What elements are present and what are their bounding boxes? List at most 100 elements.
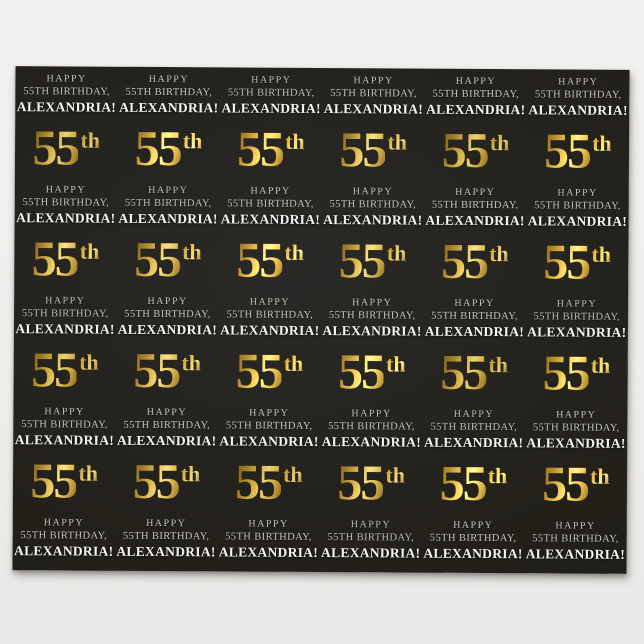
greeting-line-birthday: 55TH BIRTHDAY, bbox=[320, 420, 422, 434]
greeting-line-happy: HAPPY bbox=[116, 295, 218, 309]
age-number-gold-foil: 55th bbox=[117, 120, 220, 179]
recipient-name: ALEXANDRIA! bbox=[320, 545, 422, 562]
greeting-line-birthday: 55TH BIRTHDAY, bbox=[423, 310, 525, 324]
age-number-gold-foil: 55th bbox=[217, 564, 320, 574]
greeting-line-happy: HAPPY bbox=[217, 517, 319, 531]
age-number-gold-foil: 55th bbox=[319, 565, 422, 574]
age-digits: 55 bbox=[235, 453, 281, 509]
greeting-line-birthday: 55TH BIRTHDAY, bbox=[217, 530, 319, 544]
age-digits: 55 bbox=[337, 454, 383, 510]
age-ordinal: th bbox=[489, 241, 509, 266]
greeting-line-birthday: 55TH BIRTHDAY, bbox=[117, 197, 219, 211]
age-ordinal: th bbox=[490, 130, 510, 155]
recipient-name: ALEXANDRIA! bbox=[524, 546, 626, 563]
pattern-tile: HAPPY 55TH BIRTHDAY, ALEXANDRIA! 55th bbox=[527, 69, 630, 181]
greeting-line-happy: HAPPY bbox=[13, 516, 115, 530]
age-ordinal: th bbox=[285, 129, 305, 154]
pattern-tile: HAPPY 55TH BIRTHDAY, ALEXANDRIA! 55th bbox=[116, 289, 219, 401]
age-ordinal: th bbox=[387, 240, 407, 265]
age-digits: 55 bbox=[544, 122, 590, 178]
age-ordinal: th bbox=[387, 129, 407, 154]
age-digits: 55 bbox=[338, 343, 384, 399]
pattern-tile: HAPPY 55TH BIRTHDAY, ALEXANDRIA! 55th bbox=[524, 402, 627, 514]
age-digits: 55 bbox=[135, 120, 181, 176]
recipient-name: ALEXANDRIA! bbox=[423, 324, 525, 341]
greeting-line-happy: HAPPY bbox=[524, 519, 626, 533]
pattern-tile: HAPPY 55TH BIRTHDAY, ALEXANDRIA! 55th bbox=[526, 180, 629, 292]
age-number-gold-foil: 55th bbox=[117, 231, 220, 290]
age-digits: 55 bbox=[442, 122, 488, 178]
pattern-tile: HAPPY 55TH BIRTHDAY, ALEXANDRIA! 55th bbox=[424, 69, 527, 181]
pattern-tile: HAPPY 55TH BIRTHDAY, ALEXANDRIA! 55th bbox=[423, 291, 526, 403]
age-ordinal: th bbox=[591, 242, 611, 267]
age-number-gold-foil: 55th bbox=[13, 452, 116, 511]
age-ordinal: th bbox=[386, 351, 406, 376]
age-ordinal: th bbox=[591, 353, 611, 378]
recipient-name: ALEXANDRIA! bbox=[219, 211, 321, 228]
recipient-name: ALEXANDRIA! bbox=[14, 321, 116, 338]
recipient-name: ALEXANDRIA! bbox=[423, 435, 525, 452]
recipient-name: ALEXANDRIA! bbox=[422, 546, 524, 563]
recipient-name: ALEXANDRIA! bbox=[13, 432, 115, 449]
greeting-line-birthday: 55TH BIRTHDAY, bbox=[219, 197, 321, 211]
age-digits: 55 bbox=[32, 230, 78, 286]
age-ordinal: th bbox=[79, 350, 99, 375]
recipient-name: ALEXANDRIA! bbox=[526, 213, 628, 230]
pattern-tile: HAPPY 55TH BIRTHDAY, ALEXANDRIA! 55th bbox=[220, 67, 323, 179]
greeting-line-happy: HAPPY bbox=[525, 408, 627, 422]
greeting-line-birthday: 55TH BIRTHDAY, bbox=[15, 85, 117, 99]
age-ordinal: th bbox=[80, 239, 100, 264]
age-digits: 55 bbox=[441, 233, 487, 289]
pattern-tile: HAPPY 55TH BIRTHDAY, ALEXANDRIA! 55th bbox=[115, 400, 218, 512]
greeting-line-birthday: 55TH BIRTHDAY, bbox=[115, 530, 217, 544]
recipient-name: ALEXANDRIA! bbox=[117, 211, 219, 228]
greeting-line-birthday: 55TH BIRTHDAY, bbox=[322, 198, 424, 212]
pattern-tile: HAPPY 55TH BIRTHDAY, ALEXANDRIA! 55th bbox=[217, 511, 320, 574]
age-number-gold-foil: 55th bbox=[14, 341, 117, 400]
age-digits: 55 bbox=[133, 342, 179, 398]
age-number-gold-foil: 55th bbox=[527, 122, 630, 181]
age-digits: 55 bbox=[30, 563, 76, 574]
age-ordinal: th bbox=[284, 351, 304, 376]
age-number-gold-foil: 55th bbox=[524, 566, 627, 574]
age-ordinal: th bbox=[590, 464, 610, 489]
greeting-line-happy: HAPPY bbox=[423, 297, 525, 311]
recipient-name: ALEXANDRIA! bbox=[15, 210, 117, 227]
age-digits: 55 bbox=[439, 566, 485, 574]
greeting-line-happy: HAPPY bbox=[526, 186, 628, 200]
greeting-line-happy: HAPPY bbox=[526, 297, 628, 311]
age-ordinal: th bbox=[282, 573, 302, 574]
greeting-line-birthday: 55TH BIRTHDAY, bbox=[524, 532, 626, 546]
pattern-tile: HAPPY 55TH BIRTHDAY, ALEXANDRIA! 55th bbox=[14, 288, 117, 400]
greeting-line-birthday: 55TH BIRTHDAY, bbox=[424, 199, 526, 213]
greeting-line-birthday: 55TH BIRTHDAY, bbox=[15, 196, 117, 210]
greeting-line-birthday: 55TH BIRTHDAY, bbox=[116, 419, 218, 433]
age-ordinal: th bbox=[283, 462, 303, 487]
recipient-name: ALEXANDRIA! bbox=[424, 213, 526, 230]
pattern-tile: HAPPY 55TH BIRTHDAY, ALEXANDRIA! 55th bbox=[12, 510, 115, 574]
pattern-tile: HAPPY 55TH BIRTHDAY, ALEXANDRIA! 55th bbox=[13, 399, 116, 511]
pattern-tile: HAPPY 55TH BIRTHDAY, ALEXANDRIA! 55th bbox=[524, 513, 627, 574]
greeting-line-birthday: 55TH BIRTHDAY, bbox=[13, 418, 115, 432]
recipient-name: ALEXANDRIA! bbox=[118, 100, 220, 117]
age-digits: 55 bbox=[32, 119, 78, 175]
greeting-line-happy: HAPPY bbox=[115, 517, 217, 531]
greeting-line-birthday: 55TH BIRTHDAY, bbox=[526, 310, 628, 324]
greeting-line-happy: HAPPY bbox=[320, 407, 422, 421]
greeting-line-birthday: 55TH BIRTHDAY, bbox=[118, 86, 220, 100]
greeting-line-birthday: 55TH BIRTHDAY, bbox=[321, 309, 423, 323]
greeting-line-happy: HAPPY bbox=[425, 75, 527, 89]
recipient-name: ALEXANDRIA! bbox=[320, 434, 422, 451]
greeting-line-happy: HAPPY bbox=[117, 184, 219, 198]
greeting-line-birthday: 55TH BIRTHDAY, bbox=[526, 199, 628, 213]
greeting-line-birthday: 55TH BIRTHDAY, bbox=[425, 88, 527, 102]
age-number-gold-foil: 55th bbox=[322, 121, 425, 180]
recipient-name: ALEXANDRIA! bbox=[116, 433, 218, 450]
age-digits: 55 bbox=[234, 564, 280, 573]
age-number-gold-foil: 55th bbox=[219, 231, 322, 290]
age-number-gold-foil: 55th bbox=[217, 453, 320, 512]
pattern-tile: HAPPY 55TH BIRTHDAY, ALEXANDRIA! 55th bbox=[525, 291, 628, 403]
greeting-line-happy: HAPPY bbox=[13, 405, 115, 419]
